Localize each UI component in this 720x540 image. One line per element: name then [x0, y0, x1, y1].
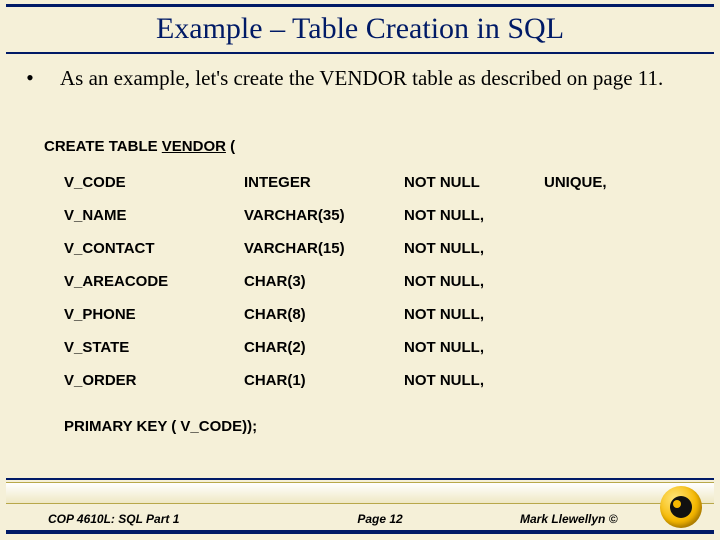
slide-title: Example – Table Creation in SQL — [0, 12, 720, 46]
col-extra — [544, 331, 644, 364]
col-type: CHAR(3) — [244, 265, 404, 298]
col-null: NOT NULL — [404, 166, 544, 199]
col-type: VARCHAR(35) — [244, 199, 404, 232]
col-extra: UNIQUE, — [544, 166, 644, 199]
footer-rule-top — [6, 478, 714, 480]
col-extra — [544, 364, 644, 397]
col-extra — [544, 199, 644, 232]
col-type: VARCHAR(15) — [244, 232, 404, 265]
col-extra — [544, 232, 644, 265]
table-row: V_CONTACTVARCHAR(15)NOT NULL, — [64, 232, 644, 265]
footer-band — [6, 482, 714, 504]
col-type: CHAR(1) — [244, 364, 404, 397]
col-null: NOT NULL, — [404, 298, 544, 331]
col-extra — [544, 298, 644, 331]
university-logo — [660, 486, 702, 528]
table-row: V_NAMEVARCHAR(35)NOT NULL, — [64, 199, 644, 232]
table-row: V_AREACODECHAR(3)NOT NULL, — [64, 265, 644, 298]
col-name: V_ORDER — [64, 364, 244, 397]
create-table-statement: CREATE TABLE VENDOR ( — [44, 138, 235, 155]
table-row: V_STATECHAR(2)NOT NULL, — [64, 331, 644, 364]
title-underline — [6, 52, 714, 54]
col-null: NOT NULL, — [404, 265, 544, 298]
col-null: NOT NULL, — [404, 199, 544, 232]
col-name: V_STATE — [64, 331, 244, 364]
col-type: INTEGER — [244, 166, 404, 199]
create-tablename: VENDOR — [162, 138, 226, 155]
col-null: NOT NULL, — [404, 331, 544, 364]
col-null: NOT NULL, — [404, 232, 544, 265]
table-row: V_ORDERCHAR(1)NOT NULL, — [64, 364, 644, 397]
bullet-marker: • — [0, 65, 60, 91]
footer-course: COP 4610L: SQL Part 1 — [0, 512, 280, 526]
create-prefix: CREATE TABLE — [44, 138, 162, 155]
footer-rule-bottom — [6, 530, 714, 534]
primary-key-line: PRIMARY KEY ( V_CODE)); — [64, 418, 257, 435]
top-rule — [6, 4, 714, 7]
footer-page: Page 12 — [280, 512, 480, 526]
col-null: NOT NULL, — [404, 364, 544, 397]
table-row: V_CODEINTEGERNOT NULLUNIQUE, — [64, 166, 644, 199]
col-type: CHAR(2) — [244, 331, 404, 364]
column-definition-table: V_CODEINTEGERNOT NULLUNIQUE,V_NAMEVARCHA… — [64, 166, 644, 397]
logo-inner-icon — [670, 496, 692, 518]
create-suffix: ( — [226, 138, 235, 155]
bullet-text: As an example, let's create the VENDOR t… — [60, 65, 720, 91]
col-name: V_CONTACT — [64, 232, 244, 265]
bullet-row: • As an example, let's create the VENDOR… — [0, 65, 720, 91]
col-type: CHAR(8) — [244, 298, 404, 331]
col-name: V_PHONE — [64, 298, 244, 331]
col-name: V_NAME — [64, 199, 244, 232]
col-extra — [544, 265, 644, 298]
footer-row: COP 4610L: SQL Part 1 Page 12 Mark Llewe… — [0, 512, 720, 526]
col-name: V_AREACODE — [64, 265, 244, 298]
table-row: V_PHONECHAR(8)NOT NULL, — [64, 298, 644, 331]
col-name: V_CODE — [64, 166, 244, 199]
